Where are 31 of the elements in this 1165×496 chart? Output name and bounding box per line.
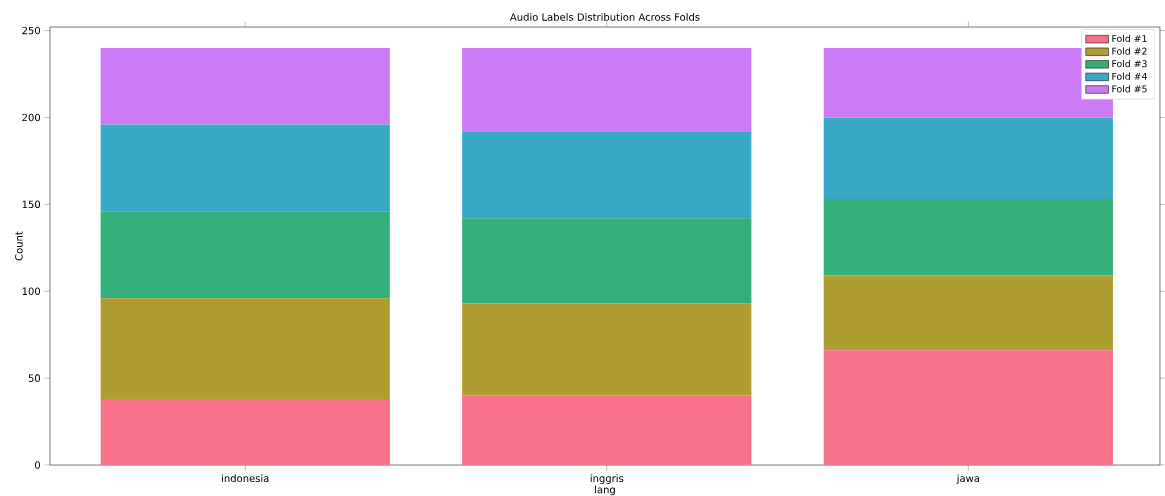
bar	[823, 350, 1113, 466]
chart-title: Audio Labels Distribution Across Folds	[510, 13, 700, 21]
x-tick-label: jawa	[956, 474, 980, 485]
x-tick-label: indonesia	[222, 474, 269, 483]
y-tick-label: 200	[22, 113, 41, 122]
legend-label: Fold #5	[1112, 85, 1147, 93]
legend-label: Fold #2	[1112, 47, 1147, 55]
y-tick-label: 50	[28, 374, 41, 382]
y-axis-title: Count	[15, 231, 23, 261]
y-tick-label: 0	[35, 461, 41, 469]
bar	[462, 303, 752, 396]
bar	[462, 47, 752, 132]
bar	[100, 211, 390, 299]
legend-label: Fold #4	[1112, 72, 1147, 80]
bar	[100, 399, 390, 466]
y-tick-label: 150	[22, 200, 41, 209]
bar	[462, 395, 752, 466]
bar	[100, 298, 390, 400]
bar	[462, 218, 752, 304]
y-tick-label: 100	[22, 287, 41, 296]
legend-label: Fold #3	[1112, 60, 1147, 68]
x-tick-label: inggris	[590, 474, 624, 485]
bar	[823, 117, 1113, 200]
bar	[462, 131, 752, 219]
bar	[823, 199, 1113, 276]
x-axis-title: lang	[595, 485, 615, 496]
y-tick-label: 250	[22, 26, 41, 35]
bar	[823, 275, 1113, 351]
bar	[100, 47, 390, 125]
bar	[100, 124, 390, 212]
legend-label: Fold #1	[1112, 34, 1147, 43]
